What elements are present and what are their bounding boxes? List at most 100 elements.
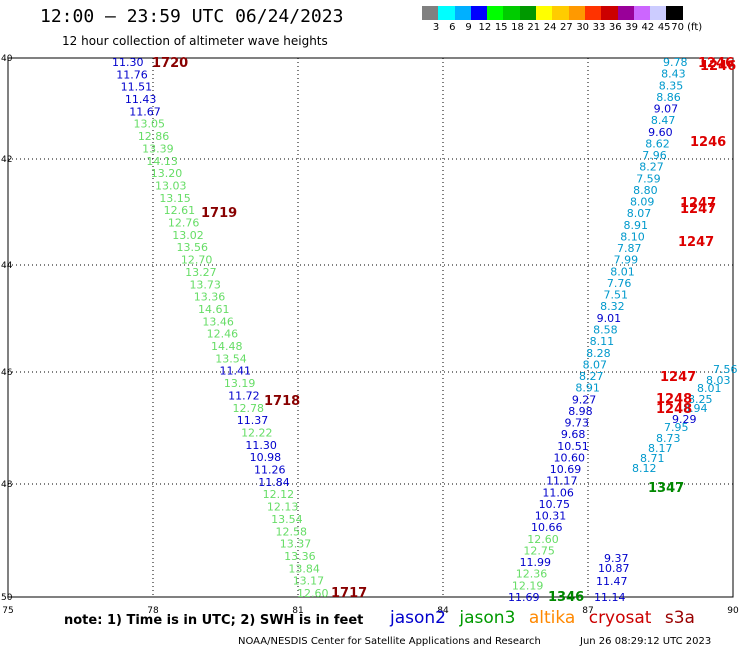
x-tick-label: 78 xyxy=(147,606,159,616)
wave-height-label: 12.12 xyxy=(263,488,295,501)
time-label: 1347 xyxy=(648,481,684,496)
x-tick-label: 90 xyxy=(727,606,739,616)
wave-height-label: 10.60 xyxy=(554,451,586,464)
wave-height-label: 8.73 xyxy=(656,432,681,445)
colorbar-swatch xyxy=(470,6,488,20)
wave-height-label: 13.19 xyxy=(224,377,256,390)
wave-height-label: 8.07 xyxy=(583,358,608,371)
colorbar-swatch xyxy=(650,6,667,20)
wave-height-label: 7.51 xyxy=(604,289,629,302)
colorbar-label: 15 xyxy=(494,22,508,33)
map-title: 12:00 — 23:59 UTC 06/24/2023 xyxy=(40,6,344,27)
wave-height-label: 13.46 xyxy=(202,315,234,328)
y-tick-label: 46 xyxy=(1,368,13,378)
wave-height-label: 7.59 xyxy=(636,172,661,185)
wave-height-label: 11.17 xyxy=(546,475,578,488)
wave-height-label: 7.99 xyxy=(614,254,639,267)
wave-height-label: 11.43 xyxy=(125,93,157,106)
colorbar-swatch xyxy=(422,6,439,20)
wave-height-label: 11.67 xyxy=(129,105,161,118)
wave-height-label: 10.66 xyxy=(531,521,563,534)
wave-height-label: 9.07 xyxy=(654,103,679,116)
x-tick-label: 87 xyxy=(582,606,593,616)
colorbar-label: 24 xyxy=(543,22,557,33)
wave-height-label: 13.39 xyxy=(142,142,174,155)
wave-height-label: 8.11 xyxy=(590,335,615,348)
wave-height-label: 8.25 xyxy=(688,393,713,406)
wave-height-label: 8.01 xyxy=(610,265,635,278)
wave-height-label: 10.87 xyxy=(598,562,630,575)
wave-height-label: 13.73 xyxy=(189,278,221,291)
wave-height-label: 11.26 xyxy=(254,464,286,477)
footer-note: note: 1) Time is in UTC; 2) SWH is in fe… xyxy=(64,613,364,628)
time-label: 1247 xyxy=(678,235,714,250)
wave-height-label: 11.14 xyxy=(594,591,626,604)
colorbar-label: 33 xyxy=(592,22,606,33)
wave-height-label: 13.02 xyxy=(172,229,204,242)
y-tick-label: 42 xyxy=(1,155,12,165)
colorbar-label: 70 (ft) xyxy=(671,22,703,33)
colorbar-label: 21 xyxy=(527,22,541,33)
time-label: 1248 xyxy=(656,402,692,417)
colorbar-swatch xyxy=(454,6,471,20)
legend-jason2: jason2 xyxy=(390,608,446,628)
wave-height-label: 8.10 xyxy=(620,230,645,243)
wave-height-label: 8.07 xyxy=(627,207,652,220)
colorbar-swatch xyxy=(503,6,520,20)
wave-height-label: 8.91 xyxy=(624,219,649,232)
wave-height-label: 11.69 xyxy=(508,591,540,604)
wave-height-label: 9.37 xyxy=(604,552,629,565)
wave-height-label: 13.27 xyxy=(185,266,217,279)
wave-height-label: 11.84 xyxy=(258,476,290,489)
wave-height-label: 8.17 xyxy=(648,442,673,455)
y-tick-label: 48 xyxy=(1,480,13,490)
wave-height-label: 8.09 xyxy=(630,196,655,209)
wave-height-label: 9.60 xyxy=(648,126,673,139)
wave-height-label: 8.01 xyxy=(697,382,722,395)
time-label: 1247 xyxy=(660,370,696,385)
wave-height-label: 8.43 xyxy=(661,68,686,81)
colorbar-swatch xyxy=(617,6,634,20)
wave-height-label: 8.71 xyxy=(640,452,665,465)
colorbar-swatch xyxy=(666,6,683,20)
wave-height-label: 8.28 xyxy=(586,347,611,360)
wave-height-label: 13.37 xyxy=(280,538,312,551)
x-tick-label: 84 xyxy=(437,606,449,616)
wave-height-label: 8.35 xyxy=(659,79,684,92)
time-label: 1246 xyxy=(690,135,726,150)
colorbar-swatch xyxy=(633,6,651,20)
wave-height-label: 9.01 xyxy=(597,312,622,325)
wave-height-label: 13.84 xyxy=(288,562,320,575)
wave-height-label: 12.86 xyxy=(138,130,170,143)
wave-height-label: 13.54 xyxy=(215,352,247,365)
colorbar-swatch xyxy=(519,6,537,20)
wave-height-label: 11.37 xyxy=(237,414,269,427)
wave-height-label: 12.70 xyxy=(181,254,213,267)
wave-height-label: 8.62 xyxy=(645,137,670,150)
wave-height-label: 12.76 xyxy=(168,217,200,230)
time-label: 1717 xyxy=(331,586,367,601)
wave-height-label: 12.13 xyxy=(267,501,299,514)
colorbar-swatch xyxy=(568,6,585,20)
wave-height-label: 13.17 xyxy=(293,575,325,588)
wave-height-label: 12.75 xyxy=(523,544,555,557)
time-label: 1246 xyxy=(700,59,736,74)
wave-height-label: 9.73 xyxy=(565,417,590,430)
legend-cryosat: cryosat xyxy=(588,608,652,628)
wave-height-label: 13.15 xyxy=(159,192,191,205)
wave-height-label: 7.87 xyxy=(617,242,642,255)
wave-height-label: 8.27 xyxy=(639,161,664,174)
wave-height-label: 13.20 xyxy=(151,167,183,180)
wave-height-label: 11.99 xyxy=(520,556,552,569)
wave-height-label: 8.94 xyxy=(683,402,708,415)
colorbar-label: 18 xyxy=(511,22,524,33)
wave-height-label: 9.29 xyxy=(672,413,697,426)
colorbar-label: 45 xyxy=(657,22,671,33)
wave-height-label: 8.58 xyxy=(593,324,618,337)
wave-height-label: 9.27 xyxy=(572,393,597,406)
colorbar-label: 27 xyxy=(560,22,573,33)
wave-height-label: 13.56 xyxy=(177,241,209,254)
map-frame xyxy=(7,57,734,598)
wave-height-label: 10.69 xyxy=(550,463,582,476)
colorbar-label: 30 xyxy=(576,22,590,33)
